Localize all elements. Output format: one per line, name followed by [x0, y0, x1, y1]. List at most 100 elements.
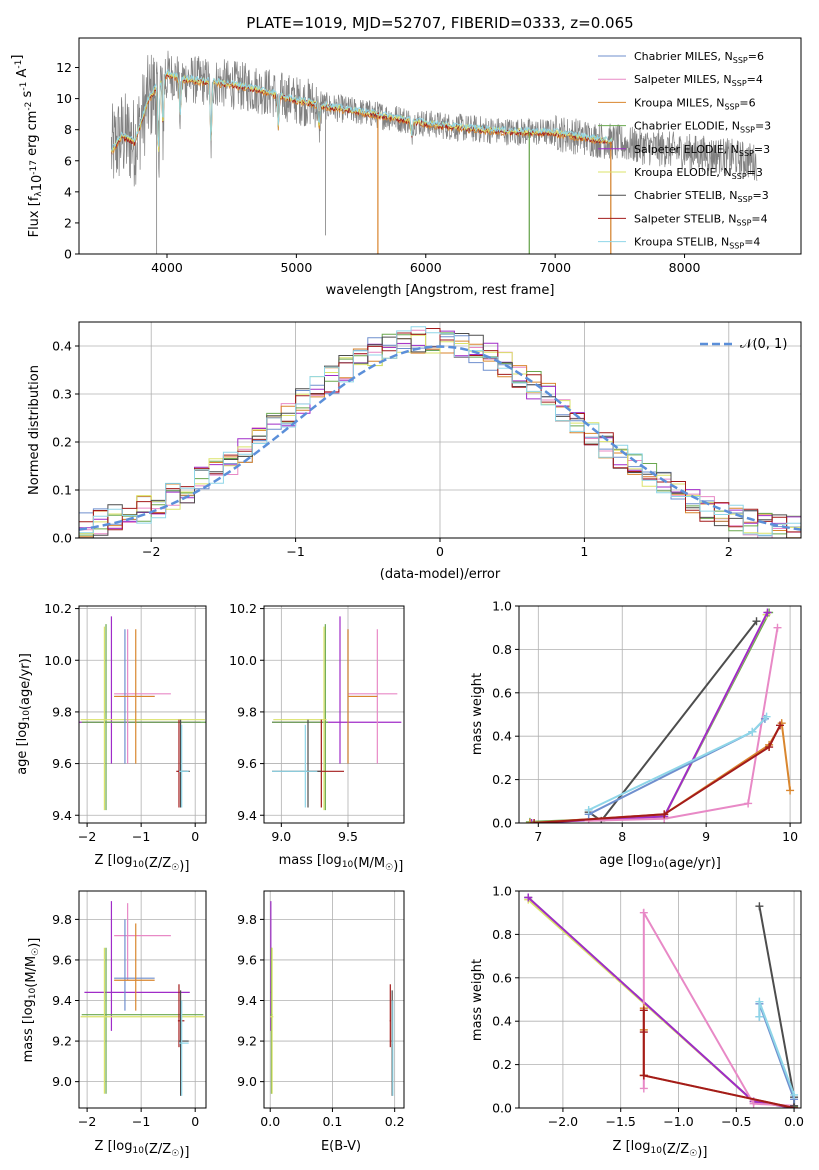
legend-label-krou_elodie: Kroupa ELODIE, NSSP=3 — [634, 166, 763, 181]
x-tick-label: 10 — [782, 829, 798, 844]
y-tick-label: 0.0 — [492, 1101, 512, 1116]
label-subscript: 10 — [28, 987, 38, 999]
residuals-marks — [79, 326, 801, 538]
label-part: log — [631, 1139, 651, 1154]
legend-label-krou_stelib: Kroupa STELIB, NSSP=4 — [634, 236, 760, 251]
weight-line-salp_miles — [642, 908, 795, 1107]
label-part: Z [ — [95, 1139, 113, 1154]
age_vs_Z-marks — [79, 616, 206, 811]
label-part: Normed distribution — [27, 365, 42, 495]
legend-suffix: =6 — [748, 50, 764, 63]
x-tick-label: 0 — [436, 544, 444, 559]
legend-label-chab_stelib: Chabrier STELIB, NSSP=3 — [634, 189, 769, 204]
y-tick-label: 9.2 — [52, 1034, 72, 1049]
y-axis-label: mass [log10(M/M☉)] — [21, 938, 42, 1063]
y-tick-label: 0 — [64, 247, 72, 262]
label-part: )] — [393, 859, 403, 874]
x-tick-label: 0.0 — [784, 1114, 804, 1129]
label-part: )] — [179, 859, 189, 874]
x-tick-label: −2 — [142, 544, 160, 559]
x-tick-label: 0 — [191, 829, 199, 844]
axes-frame — [518, 605, 802, 824]
axes-frame — [78, 321, 802, 539]
weight_vs_age-axes: 7 8 9 10 0.0 0.2 0.4 0.6 0.8 1.0 — [492, 599, 802, 844]
legend-subscript: SSP — [738, 195, 753, 204]
weight_vs_Z-marks — [524, 893, 799, 1108]
y-tick-label: 0.6 — [492, 685, 512, 700]
label-part: (Z/Z — [144, 856, 171, 871]
weight-marker-krou_stelib — [748, 727, 757, 736]
label-subscript: 10 — [342, 860, 354, 870]
label-subscript: 10 — [652, 860, 664, 870]
y-tick-label: 0.4 — [492, 1014, 512, 1029]
label-part: log — [21, 999, 36, 1019]
label-part: (age/yr)] — [664, 856, 721, 871]
weight-marker-krou_stelib — [755, 1012, 764, 1021]
label-part: mass weight — [470, 959, 485, 1041]
legend-text: Salpeter STELIB, N — [634, 212, 736, 225]
y-tick-label: 4 — [64, 184, 72, 199]
y-tick-label: 0.8 — [492, 927, 512, 942]
label-part: (age/yr)] — [18, 653, 33, 710]
x-axis-label: wavelength [Angstrom, rest frame] — [326, 283, 555, 298]
label-subscript: 10 — [651, 1146, 663, 1156]
legend-suffix: =3 — [747, 166, 763, 179]
legend-subscript: SSP — [732, 79, 747, 88]
label-part: Z [ — [613, 1139, 631, 1154]
weight-marker-salp_elodie — [527, 819, 536, 823]
legend-suffix: =3 — [754, 143, 770, 156]
x-tick-label: −1 — [286, 544, 304, 559]
label-part: s — [20, 90, 35, 101]
label-part: (Z/Z — [662, 1142, 689, 1157]
model-spectrum-krou_stelib — [111, 68, 613, 151]
y-tick-label: 0.0 — [492, 816, 512, 831]
y-tick-label: 1.0 — [492, 884, 512, 899]
legend-subscript: SSP — [732, 172, 747, 181]
weight-line-krou_elodie — [529, 614, 768, 823]
x-tick-label: −1.5 — [606, 1114, 636, 1129]
weight-line-salp_stelib — [642, 1010, 795, 1108]
label-part: (data-model)/error — [380, 567, 501, 582]
legend-text: Salpeter ELODIE, N — [634, 143, 739, 156]
legend-subscript: SSP — [736, 218, 751, 227]
x-tick-label: 0 — [191, 1114, 199, 1129]
weight-line-chab_stelib — [758, 906, 796, 1106]
y-tick-label: 6 — [64, 153, 72, 168]
weight-line-salp_stelib — [534, 724, 781, 823]
label-part: mass [ — [279, 853, 322, 868]
label-part: (Z/Z — [144, 1142, 171, 1157]
y-tick-label: 0.2 — [52, 435, 72, 450]
weight-marker-chab_stelib — [755, 902, 764, 911]
weight-marker-salp_miles — [749, 1099, 758, 1108]
label-part: E(B-V) — [321, 1139, 361, 1154]
label-part: -1 — [19, 82, 29, 91]
x-tick-label: −2 — [78, 1114, 96, 1129]
label-part: wavelength [Angstrom, rest frame] — [326, 283, 555, 298]
x-tick-label: 0.2 — [385, 1114, 405, 1129]
x-axis-label: mass [log10(M/M☉)] — [279, 853, 404, 874]
weight-line-krou_elodie — [527, 898, 795, 1108]
weight-marker-salp_stelib — [639, 1071, 648, 1080]
legend-suffix: =4 — [747, 73, 763, 86]
legend-suffix: =6 — [739, 96, 755, 109]
y-tick-label: 9.0 — [237, 1074, 257, 1089]
x-tick-label: 2 — [725, 544, 733, 559]
y-tick-label: 10.0 — [229, 653, 257, 668]
y-axis-label: Normed distribution — [27, 365, 42, 495]
label-part: Flux [f — [27, 196, 42, 237]
label-subscript: 10 — [133, 1146, 145, 1156]
label-subscript: 10 — [22, 710, 32, 722]
legend-text: Kroupa MILES, N — [634, 96, 724, 109]
x-tick-label: −1.0 — [663, 1114, 693, 1129]
gaussian-curve — [79, 345, 801, 531]
x-tick-label: 8 — [618, 829, 626, 844]
legend-text: Chabrier ELODIE, N — [634, 120, 740, 133]
label-part: mass weight — [470, 673, 485, 755]
label-part: -2 — [24, 102, 34, 111]
x-axis-label: Z [log10(Z/Z☉)] — [95, 853, 190, 874]
y-tick-label: 9.8 — [237, 704, 257, 719]
label-part: )] — [697, 1145, 707, 1160]
axes-frame — [263, 890, 405, 1109]
